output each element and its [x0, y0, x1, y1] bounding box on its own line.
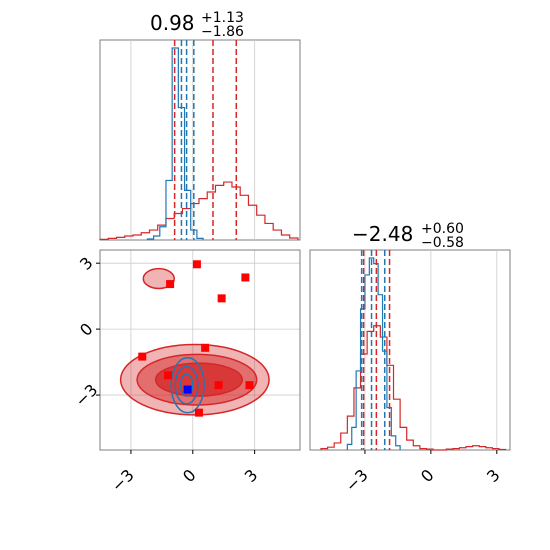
tick-label: 0: [417, 465, 438, 486]
panel-frame: [99, 39, 301, 241]
red-contour: [154, 362, 244, 397]
red-contours: [119, 267, 270, 416]
red-marker: [214, 381, 223, 390]
tick-label: 3: [76, 253, 97, 274]
title-x-minus: −1.86: [201, 24, 244, 40]
tick-label: 0: [179, 465, 200, 486]
title-y-plus: +0.60: [421, 221, 464, 237]
quantile-lines: [360, 250, 391, 450]
red-marker: [164, 371, 173, 380]
markers: [138, 260, 254, 417]
panel-joint: −3 0 3 3 0 −3: [71, 249, 301, 496]
histogram-step: [320, 325, 507, 451]
panel-frame: [99, 249, 301, 451]
histograms: [99, 47, 299, 240]
histogram-step: [346, 257, 401, 450]
blue-contours: [170, 356, 205, 414]
red-marker: [192, 260, 201, 269]
red-marker: [201, 343, 210, 352]
blue-marker: [183, 385, 192, 394]
red-marker: [217, 294, 226, 303]
tick-label: −3: [342, 465, 372, 495]
panel-frame: [309, 249, 511, 451]
panel-marginal-x: [99, 39, 301, 241]
y-ticks: 3 0 −3: [71, 253, 101, 410]
red-marker: [166, 280, 175, 289]
red-marker: [194, 408, 203, 417]
red-marker: [138, 352, 147, 361]
blue-contour: [170, 356, 205, 414]
red-marker: [245, 381, 254, 390]
tick-label: −3: [71, 380, 101, 410]
tick-label: −3: [108, 465, 138, 495]
blue-contour: [179, 373, 194, 397]
grid: [130, 40, 256, 240]
histograms: [320, 257, 507, 451]
blue-contour: [174, 365, 199, 405]
histogram-step: [99, 181, 299, 240]
title-y-value: −2.48: [352, 222, 413, 246]
quantile-lines: [173, 40, 238, 240]
title-x-value: 0.98: [150, 11, 195, 35]
tick-label: 3: [483, 465, 504, 486]
title-y-minus: −0.58: [421, 235, 464, 251]
title-y: −2.48 +0.60 −0.58: [352, 221, 464, 251]
title-x-plus: +1.13: [201, 10, 244, 26]
tick-label: 0: [76, 319, 97, 340]
tick-label: 3: [241, 465, 262, 486]
title-x: 0.98 +1.13 −1.86: [150, 10, 244, 40]
histogram-step: [146, 47, 204, 240]
x-ticks: −3 0 3: [108, 450, 262, 496]
x-ticks: −3 0 3: [342, 450, 504, 496]
panel-marginal-y: −3 0 3: [309, 249, 511, 496]
red-marker: [241, 273, 250, 282]
